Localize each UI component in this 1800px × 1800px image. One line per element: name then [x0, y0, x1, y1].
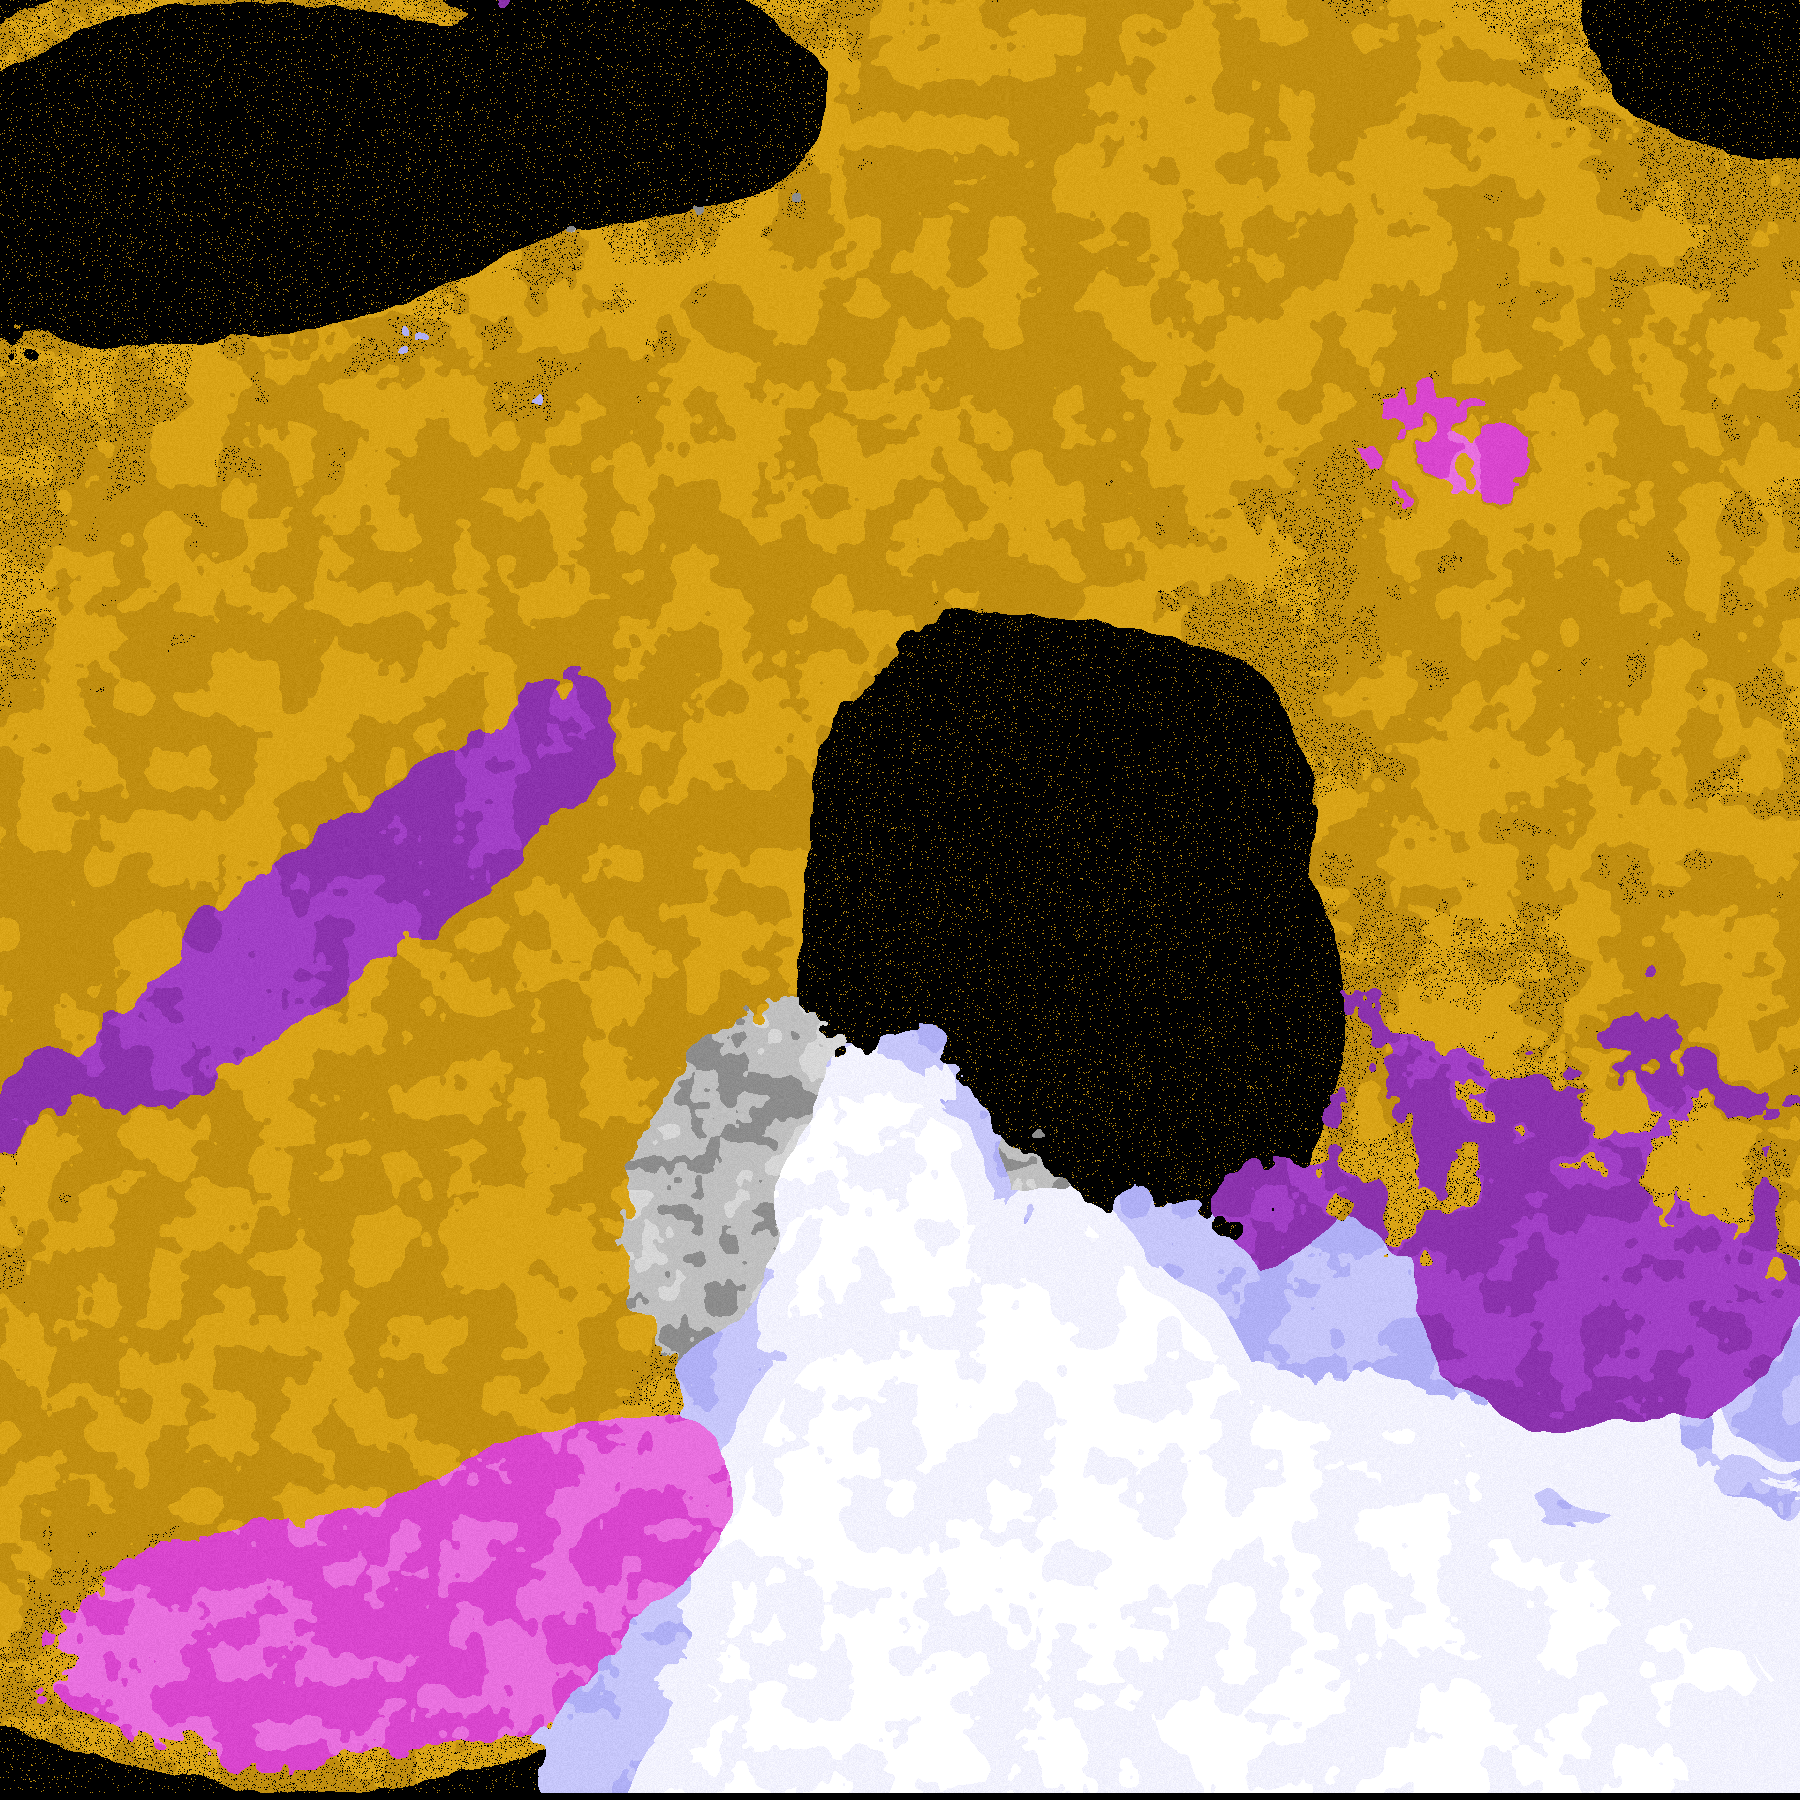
satellite-raster-canvas [0, 0, 1800, 1800]
satellite-image-viewer: Satellite False-Color Composite No Data … [0, 0, 1800, 1800]
